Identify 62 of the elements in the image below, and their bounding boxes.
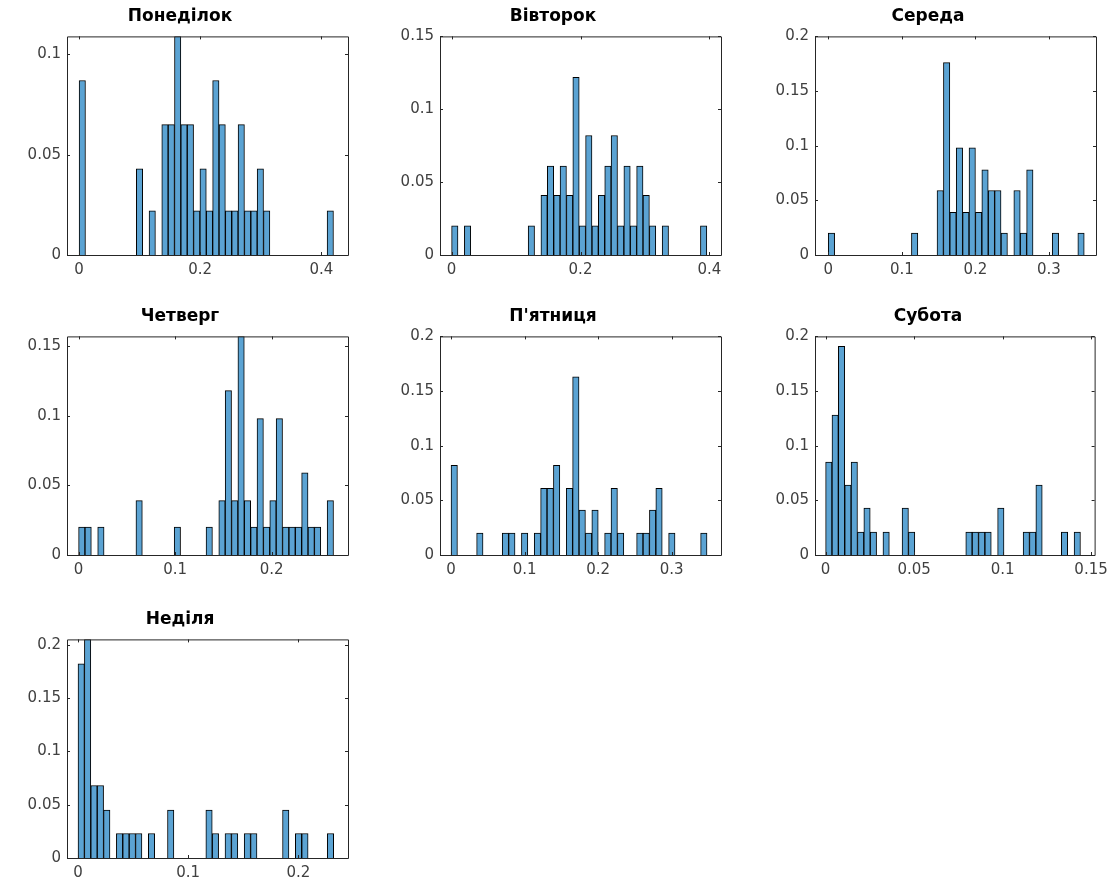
y-tick-label: 0.2 [785, 26, 809, 45]
x-tick-label: 0.2 [188, 259, 213, 278]
chart-title: Неділя [145, 607, 215, 628]
x-tick-label: 0.1 [889, 259, 914, 278]
y-tick-label: 0.05 [27, 794, 61, 813]
chart-title: Четверг [140, 304, 220, 325]
y-tick-label: 0 [799, 544, 809, 563]
x-tick-label: 0 [446, 559, 456, 578]
y-tick-label: 0.1 [37, 44, 61, 63]
y-tick-label: 0.05 [400, 490, 434, 509]
x-tick-label: 0.15 [1074, 559, 1108, 578]
chart-title: Субота [893, 304, 963, 325]
x-tick-label: 0.1 [990, 559, 1015, 578]
x-tick-label: 0.2 [259, 559, 284, 578]
y-tick-label: 0.15 [775, 80, 809, 99]
x-tick-label: 0.2 [568, 259, 593, 278]
y-tick-label: 0.1 [37, 741, 61, 760]
y-tick-label: 0.2 [37, 634, 61, 653]
y-tick-label: 0.05 [775, 190, 809, 209]
x-tick-label: 0.4 [309, 259, 334, 278]
x-tick-label: 0 [446, 259, 457, 278]
x-tick-label: 0.2 [586, 559, 611, 578]
y-tick-label: 0.2 [410, 326, 434, 345]
y-tick-label: 0.1 [410, 435, 434, 454]
x-tick-label: 0.3 [659, 559, 684, 578]
chart-title: П'ятниця [509, 304, 597, 325]
y-tick-label: 0.05 [27, 475, 61, 494]
y-tick-label: 0 [51, 244, 61, 263]
y-tick-label: 0.15 [27, 336, 61, 355]
x-tick-label: 0 [820, 559, 831, 578]
y-tick-label: 0.15 [775, 380, 809, 399]
x-tick-label: 0.1 [512, 559, 537, 578]
y-tick-label: 0 [51, 847, 61, 866]
x-tick-label: 0 [73, 862, 83, 881]
y-tick-label: 0.1 [410, 99, 434, 118]
chart-title: Середа [891, 4, 965, 25]
x-tick-label: 0.2 [963, 259, 988, 278]
y-tick-label: 0.15 [27, 687, 61, 706]
x-tick-label: 0 [74, 259, 84, 278]
x-tick-label: 0.4 [697, 259, 722, 278]
y-tick-label: 0 [424, 544, 434, 563]
x-tick-label: 0.1 [163, 559, 188, 578]
x-tick-label: 0.05 [897, 559, 931, 578]
x-tick-label: 0.2 [286, 862, 311, 881]
y-tick-label: 0.1 [785, 135, 809, 154]
y-tick-label: 0.05 [400, 172, 434, 191]
chart-title: Понеділок [127, 4, 233, 25]
y-tick-label: 0.05 [775, 490, 809, 509]
y-tick-label: 0 [424, 244, 434, 263]
y-tick-label: 0.1 [785, 435, 809, 454]
chart-title: Вівторок [509, 4, 597, 25]
y-tick-label: 0.05 [27, 144, 61, 163]
x-tick-label: 0 [73, 559, 84, 578]
x-tick-label: 0.1 [176, 862, 201, 881]
x-tick-label: 0.3 [1036, 259, 1061, 278]
y-tick-label: 0.2 [785, 326, 809, 345]
y-tick-label: 0 [799, 244, 809, 263]
y-tick-label: 0.1 [37, 405, 61, 424]
x-tick-label: 0 [823, 259, 834, 278]
y-tick-label: 0.15 [400, 380, 434, 399]
y-tick-label: 0.15 [400, 26, 434, 45]
y-tick-label: 0 [51, 544, 61, 563]
